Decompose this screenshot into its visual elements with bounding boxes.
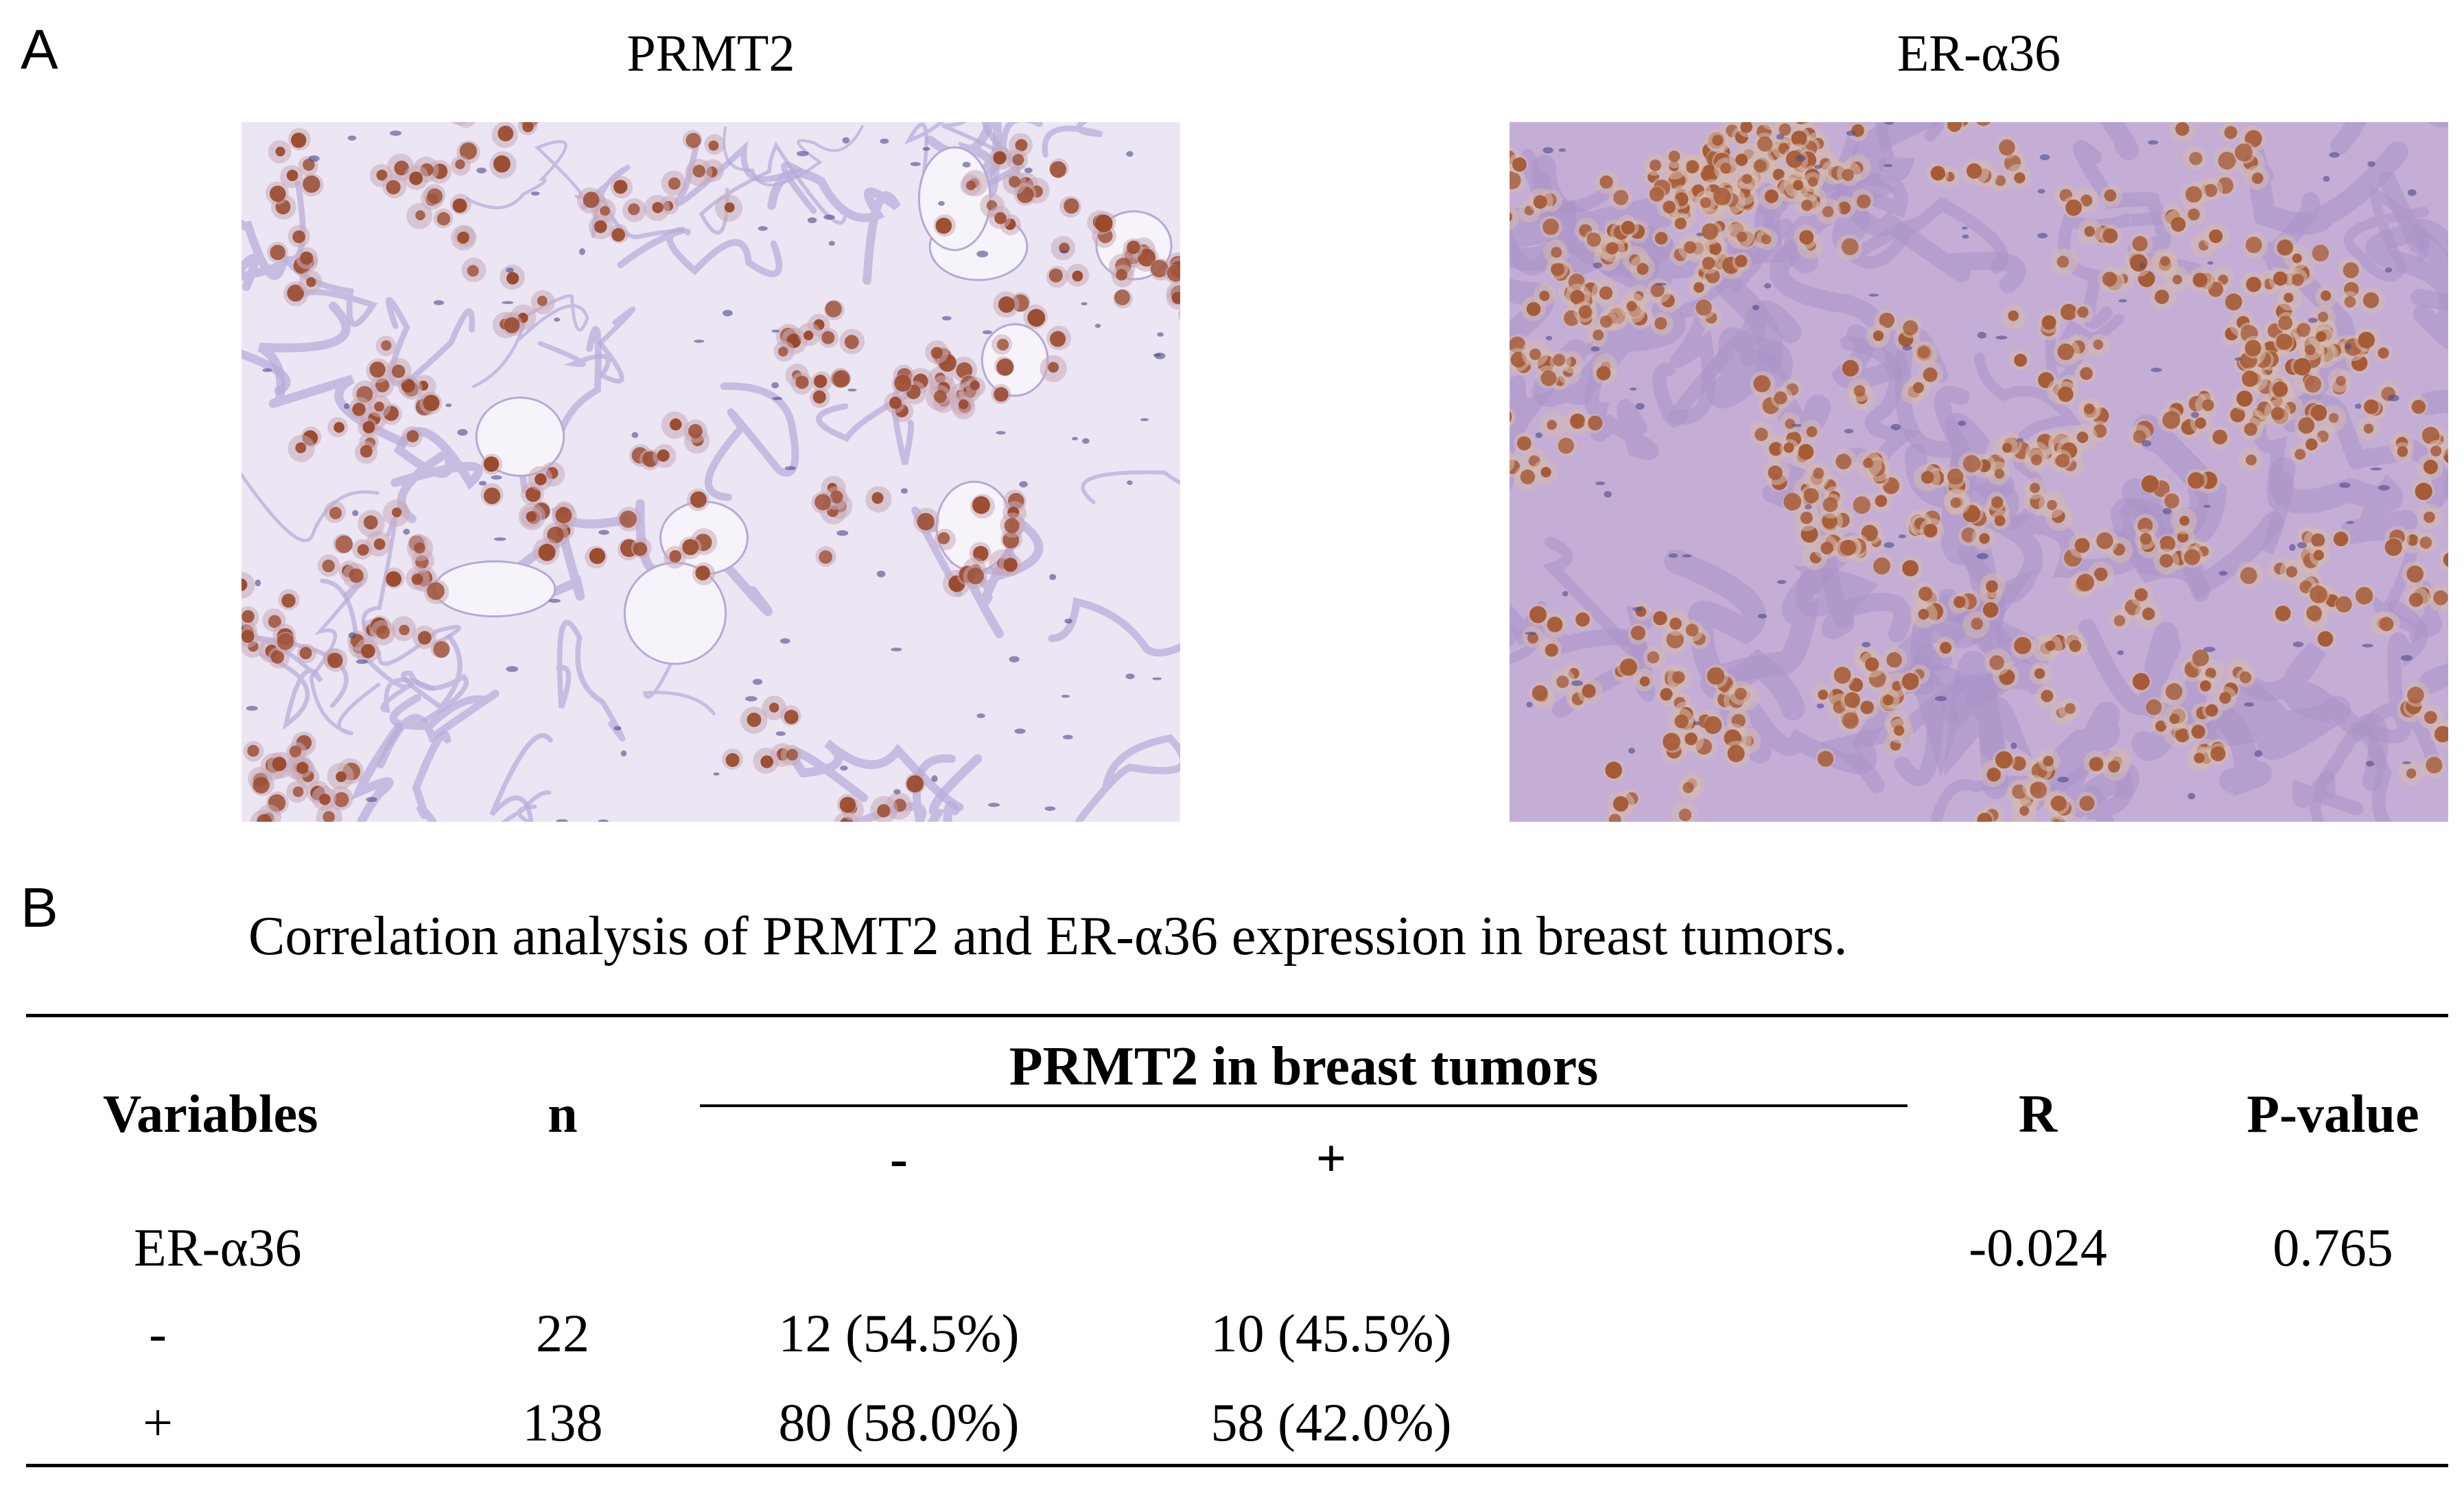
left-image-title: PRMT2 (626, 25, 795, 82)
header-variables: Variables (103, 1084, 318, 1143)
group-header-rule (700, 1104, 1908, 1107)
prmt2-micrograph (242, 122, 1180, 822)
row-pos-prmt2-pos: 58 (42.0%) (1210, 1392, 1452, 1452)
panel-letter-b: B (21, 877, 58, 939)
table-caption: Correlation analysis of PRMT2 and ER-α36… (248, 906, 1848, 967)
row-pos-prmt2-neg: 80 (58.0%) (778, 1392, 1020, 1452)
table-top-rule (26, 1014, 2448, 1017)
section-label: ER-α36 (134, 1218, 302, 1277)
header-p-value: P-value (2246, 1084, 2419, 1143)
p-value: 0.765 (2273, 1218, 2393, 1277)
header-positive: + (1315, 1128, 1347, 1188)
row-neg-prmt2-neg: 12 (54.5%) (778, 1303, 1020, 1363)
header-r: R (2018, 1084, 2058, 1143)
header-group: PRMT2 in breast tumors (1009, 1036, 1599, 1097)
right-image-title: ER-α36 (1897, 25, 2061, 82)
row-pos-n: 138 (522, 1392, 603, 1452)
header-n: n (548, 1084, 578, 1143)
row-neg-label: - (149, 1303, 167, 1363)
row-neg-n: 22 (536, 1303, 589, 1363)
row-neg-prmt2-pos: 10 (45.5%) (1210, 1303, 1452, 1363)
panel-letter-a: A (21, 19, 58, 81)
row-pos-label: + (143, 1392, 173, 1452)
r-value: -0.024 (1969, 1218, 2107, 1277)
er-alpha36-micrograph (1510, 122, 2448, 822)
header-negative: - (890, 1128, 908, 1188)
table-bottom-rule (26, 1464, 2448, 1467)
